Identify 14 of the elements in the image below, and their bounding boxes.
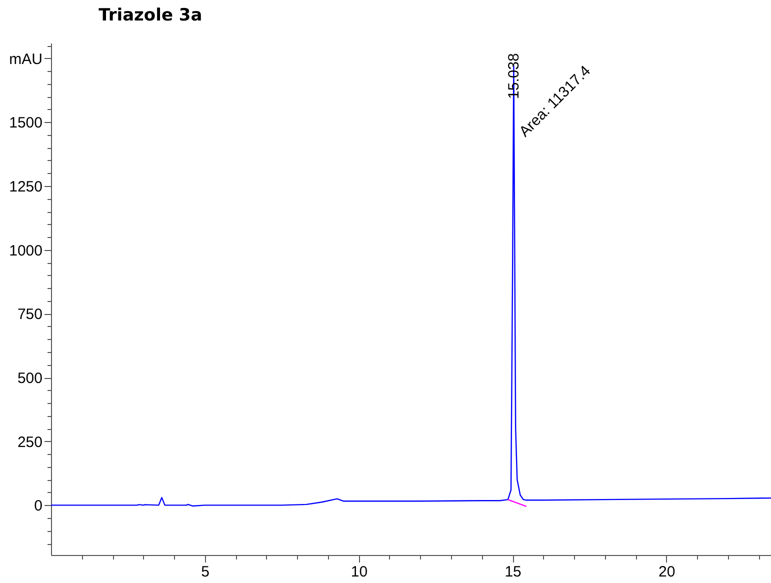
annotation: 15.038: [506, 53, 523, 99]
chart-title: Triazole 3a: [98, 6, 202, 26]
x-tick-label: 20: [658, 564, 676, 580]
y-tick-label: 250: [17, 434, 42, 451]
x-tick-label: 5: [201, 564, 210, 580]
y-tick-label: 1000: [9, 242, 42, 260]
y-tick-label: 750: [17, 306, 42, 324]
y-tick-label: 1250: [9, 178, 42, 196]
x-tick-label: 15: [504, 564, 522, 580]
y-tick-label: 1500: [9, 114, 42, 132]
x-tick-label: 10: [350, 564, 368, 580]
y-tick-label: 500: [17, 370, 42, 388]
y-tick-label: 0: [34, 498, 42, 515]
y-tick-label: mAU: [9, 50, 42, 68]
